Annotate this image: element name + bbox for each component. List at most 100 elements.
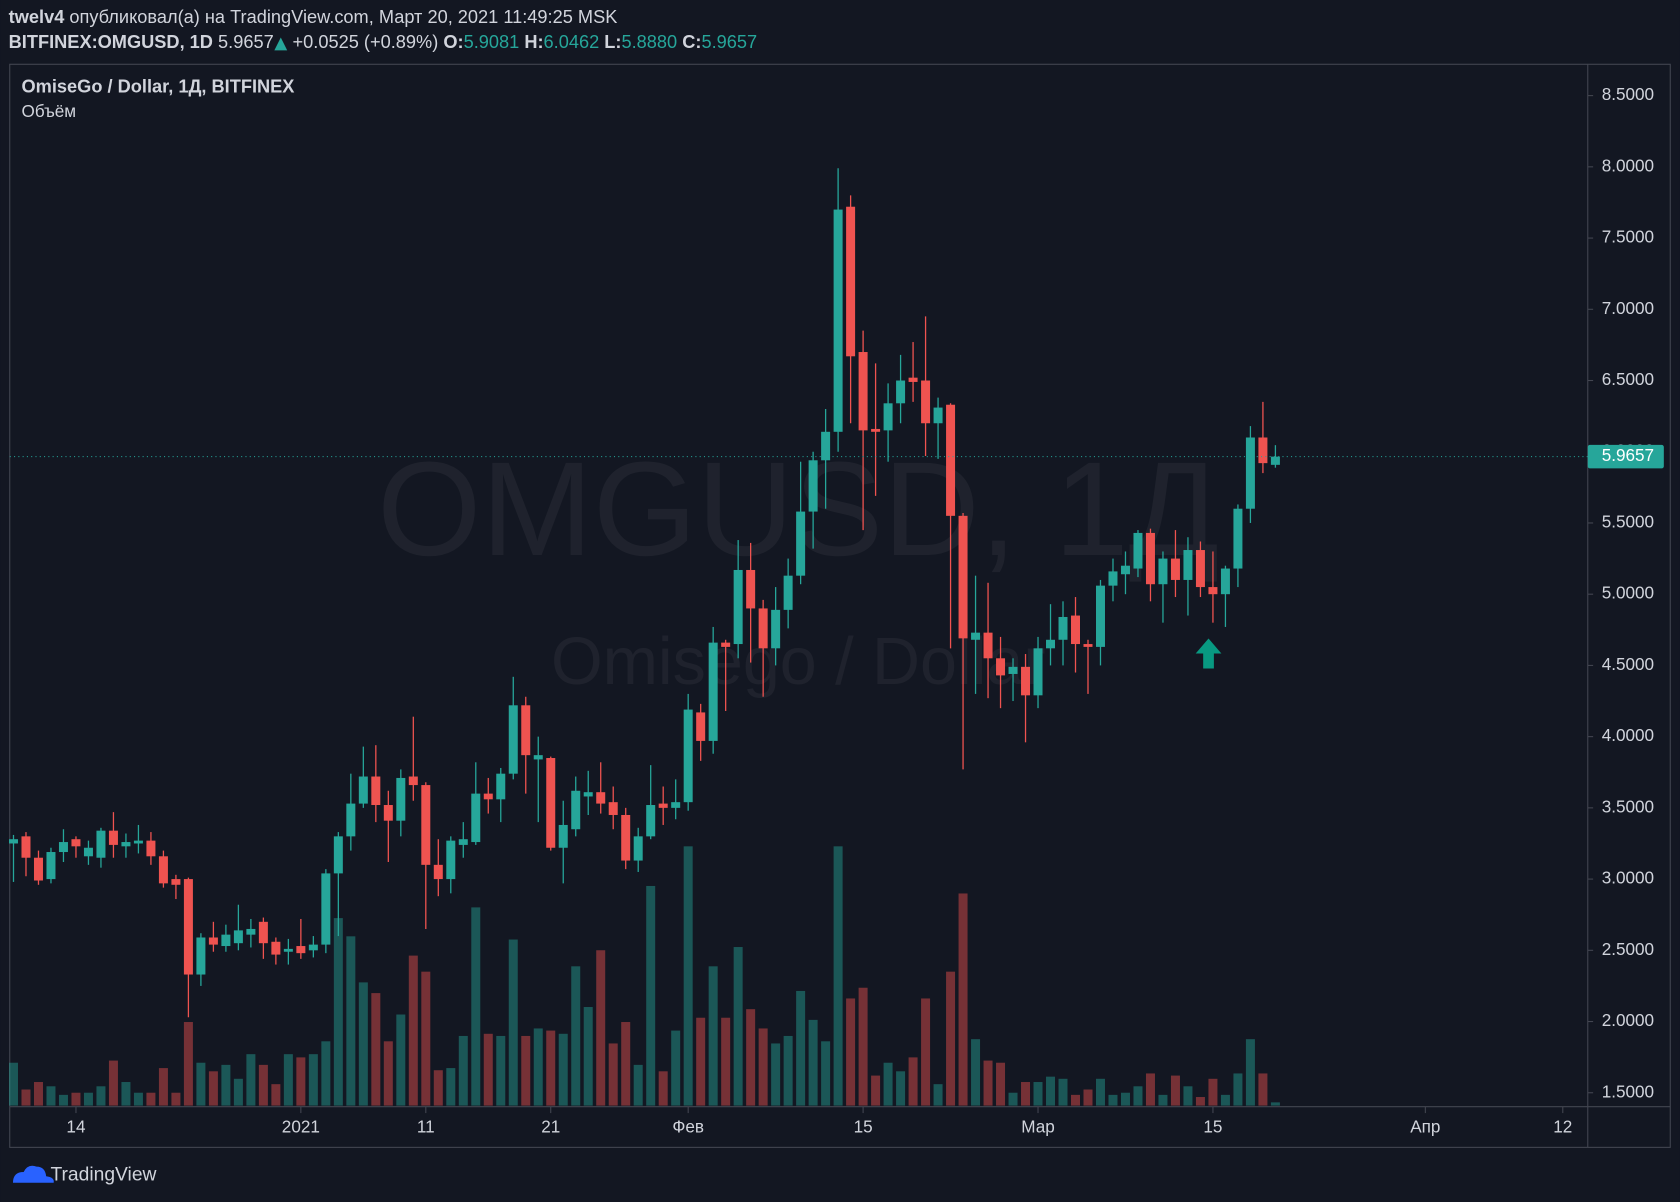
y-tick-label: 3.0000 [1602, 868, 1654, 888]
candle-body [971, 632, 981, 640]
volume-bar [958, 893, 968, 1106]
x-tick-label: Мар [1021, 1117, 1055, 1137]
volume-bar [658, 1071, 668, 1106]
volume-bar [846, 998, 856, 1106]
candle-body [83, 847, 93, 857]
candle-body [1120, 565, 1130, 575]
volume-bar [671, 1030, 681, 1106]
ohlc-line: +0.0525 (+0.89%) O:5.9081 H:6.0462 L:5.8… [293, 32, 758, 52]
candle-body [708, 642, 718, 741]
candle-body [833, 209, 843, 432]
candle-body [271, 941, 281, 955]
x-tick-label: 12 [1553, 1117, 1572, 1137]
volume-bar [821, 1041, 831, 1106]
volume-bar [396, 1014, 406, 1106]
brand: TradingView [50, 1164, 156, 1185]
volume-bar [883, 1062, 893, 1106]
candle-body [721, 642, 731, 647]
volume-bar [721, 1017, 731, 1106]
volume-bar [1071, 1094, 1081, 1106]
candle-body [321, 873, 331, 945]
candle-body [546, 758, 556, 848]
up-triangle [274, 37, 288, 51]
volume-bar [308, 1054, 318, 1106]
volume-bar [121, 1082, 131, 1106]
x-tick-label: 21 [541, 1117, 560, 1137]
volume-bar [596, 950, 606, 1106]
candle-body [996, 658, 1006, 676]
volume-bar [696, 1017, 706, 1106]
volume-bar [383, 1041, 393, 1106]
candle-body [258, 921, 268, 944]
candle-body [646, 805, 656, 837]
volume-bar [1233, 1073, 1243, 1106]
volume-bar [371, 993, 381, 1106]
candle-body [896, 380, 906, 404]
candle-body [558, 824, 568, 848]
volume-bar [1021, 1082, 1031, 1106]
candle-body [883, 403, 893, 431]
y-tick-label: 6.5000 [1602, 369, 1654, 389]
symbol-line: BITFINEX:OMGUSD, 1D 5.9657 [9, 32, 274, 52]
volume-bar [446, 1068, 456, 1106]
candle-body [208, 937, 218, 945]
candle-body [146, 840, 156, 857]
chart-frame [9, 63, 1671, 1148]
volume-bar [283, 1054, 293, 1106]
volume-bar [1195, 1097, 1205, 1106]
candle-body [1133, 532, 1143, 569]
candle-body [783, 575, 793, 610]
candle-body [571, 790, 581, 830]
candle-body [471, 793, 481, 843]
volume-bar [908, 1057, 918, 1106]
last-price-box [1587, 444, 1664, 469]
volume-bar [1183, 1086, 1193, 1106]
volume-bar [783, 1035, 793, 1106]
candle-body [108, 830, 118, 845]
candle-body [121, 842, 131, 847]
candle-body [1270, 456, 1280, 465]
candle-body [696, 712, 706, 741]
volume-bar [1220, 1094, 1230, 1106]
candle-body [1245, 437, 1255, 509]
candle-body [1170, 558, 1180, 580]
candle-body [408, 776, 418, 786]
volume-bar [771, 1043, 781, 1106]
volume-bar [108, 1060, 118, 1106]
volume-bar [646, 885, 656, 1106]
candle-body [1145, 532, 1155, 585]
volume-bar [58, 1094, 68, 1106]
candle-body [733, 569, 743, 645]
candle-body [758, 608, 768, 649]
volume-bar [1083, 1089, 1093, 1106]
volume-bar [633, 1064, 643, 1106]
volume-bar [271, 1084, 281, 1106]
open: 5.9081 [464, 32, 520, 52]
volume-bar [683, 846, 693, 1106]
candle-body [1233, 508, 1243, 569]
volume-bar [933, 1084, 943, 1106]
candle-body [621, 814, 631, 861]
candle-body [746, 569, 756, 609]
candle-body [796, 511, 806, 576]
volume-bar [21, 1089, 31, 1106]
volume-bar [1108, 1094, 1118, 1106]
volume-bar [571, 966, 581, 1106]
volume-bar [1245, 1039, 1255, 1106]
candle-body [1021, 666, 1031, 696]
symbol: BITFINEX:OMGUSD, 1D [9, 32, 213, 52]
volume-bar [996, 1062, 1006, 1106]
candle-body [346, 803, 356, 837]
volume-bar [758, 1028, 768, 1106]
x-tick-label: 14 [66, 1117, 86, 1137]
candle-body [871, 428, 881, 432]
candle-body [946, 404, 956, 516]
volume-bar [1208, 1078, 1218, 1106]
candle-body [371, 776, 381, 806]
candle-body [1108, 571, 1118, 586]
candle-body [296, 946, 306, 954]
volume-bar [796, 990, 806, 1106]
candle-body [446, 840, 456, 880]
volume-bar [33, 1082, 43, 1106]
